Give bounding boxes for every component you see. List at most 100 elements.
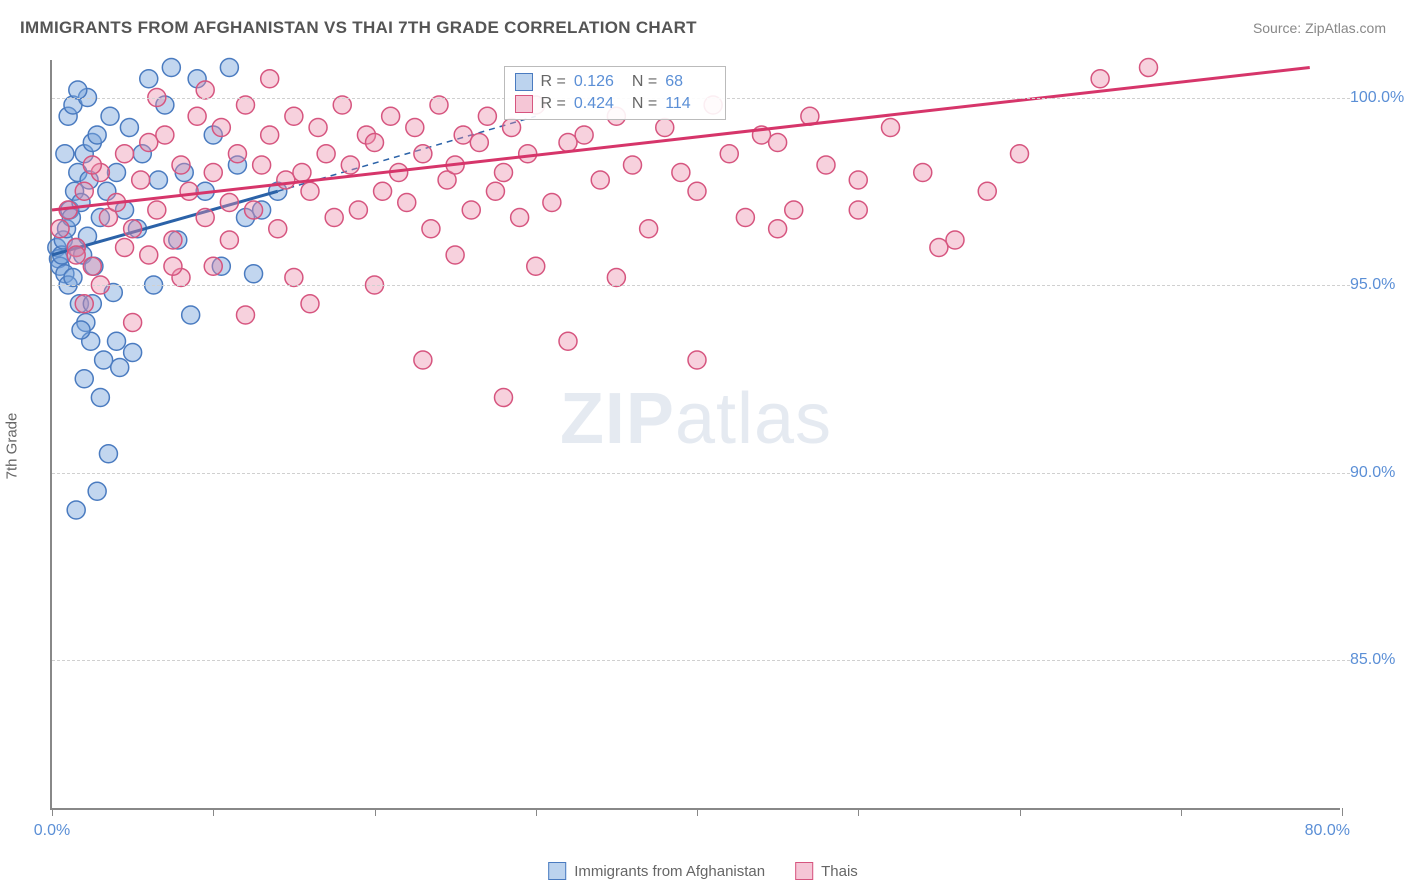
x-tick [375,808,376,816]
data-point-thai [341,156,359,174]
legend-label-afghanistan: Immigrants from Afghanistan [574,863,765,880]
data-point-thai [720,145,738,163]
data-point-thai [204,257,222,275]
data-point-thai [116,145,134,163]
data-point-afghanistan [88,482,106,500]
data-point-thai [366,134,384,152]
data-point-afghanistan [108,164,126,182]
data-point-thai [559,134,577,152]
data-point-thai [204,164,222,182]
stats-box: R = 0.126N = 68R = 0.424N = 114 [504,66,727,120]
data-point-thai [543,194,561,212]
data-point-thai [398,194,416,212]
gridline [52,660,1350,661]
data-point-thai [406,119,424,137]
data-point-thai [495,164,513,182]
x-tick [1020,808,1021,816]
data-point-thai [180,182,198,200]
data-point-thai [140,246,158,264]
data-point-thai [140,134,158,152]
data-point-afghanistan [101,107,119,125]
data-point-thai [75,295,93,313]
data-point-thai [261,70,279,88]
data-point-thai [446,246,464,264]
y-tick-label: 85.0% [1350,651,1406,669]
data-point-thai [414,145,432,163]
data-point-afghanistan [99,445,117,463]
legend-item-afghanistan: Immigrants from Afghanistan [548,862,765,880]
data-point-thai [414,351,432,369]
data-point-thai [607,269,625,287]
data-point-afghanistan [56,145,74,163]
data-point-thai [277,171,295,189]
data-point-thai [769,220,787,238]
legend-swatch-thai [795,862,813,880]
data-point-afghanistan [162,59,180,77]
x-tick [536,808,537,816]
data-point-thai [245,201,263,219]
data-point-thai [196,81,214,99]
legend-item-thai: Thais [795,862,858,880]
data-point-afghanistan [91,389,109,407]
data-point-thai [462,201,480,219]
data-point-thai [188,107,206,125]
data-point-afghanistan [220,59,238,77]
legend-label-thai: Thais [821,863,858,880]
data-point-thai [253,156,271,174]
data-point-thai [132,171,150,189]
data-point-thai [196,209,214,227]
legend-bottom: Immigrants from Afghanistan Thais [548,862,858,880]
data-point-thai [591,171,609,189]
x-tick [52,808,53,816]
data-point-thai [1091,70,1109,88]
data-point-thai [67,246,85,264]
data-point-thai [736,209,754,227]
data-point-thai [124,314,142,332]
x-tick [213,808,214,816]
data-point-afghanistan [245,265,263,283]
y-tick-label: 100.0% [1350,89,1406,107]
data-point-afghanistan [95,351,113,369]
data-point-thai [519,145,537,163]
data-point-thai [124,220,142,238]
data-point-thai [164,231,182,249]
data-point-thai [285,107,303,125]
data-point-thai [946,231,964,249]
data-point-thai [269,220,287,238]
data-point-thai [116,239,134,257]
data-point-thai [285,269,303,287]
data-point-afghanistan [124,344,142,362]
data-point-thai [470,134,488,152]
data-point-afghanistan [120,119,138,137]
x-tick-label-min: 0.0% [34,822,70,840]
data-point-thai [301,182,319,200]
data-point-afghanistan [108,332,126,350]
data-point-thai [1140,59,1158,77]
data-point-thai [422,220,440,238]
data-point-thai [228,145,246,163]
data-point-thai [527,257,545,275]
data-point-thai [51,220,69,238]
data-point-thai [849,171,867,189]
data-point-thai [640,220,658,238]
stats-row-thai: R = 0.424N = 114 [515,93,716,115]
data-point-thai [503,119,521,137]
data-point-thai [672,164,690,182]
data-point-thai [914,164,932,182]
chart-title: IMMIGRANTS FROM AFGHANISTAN VS THAI 7TH … [20,18,697,37]
data-point-afghanistan [88,126,106,144]
data-point-thai [212,119,230,137]
data-point-thai [333,96,351,114]
data-point-thai [769,134,787,152]
x-tick [1342,808,1343,816]
data-point-thai [317,145,335,163]
x-tick-label-max: 80.0% [1305,822,1350,840]
stats-row-afghanistan: R = 0.126N = 68 [515,71,716,93]
data-point-thai [374,182,392,200]
data-point-thai [309,119,327,137]
data-point-thai [220,194,238,212]
data-point-thai [237,306,255,324]
data-point-thai [575,126,593,144]
data-point-afghanistan [69,81,87,99]
data-point-afghanistan [182,306,200,324]
